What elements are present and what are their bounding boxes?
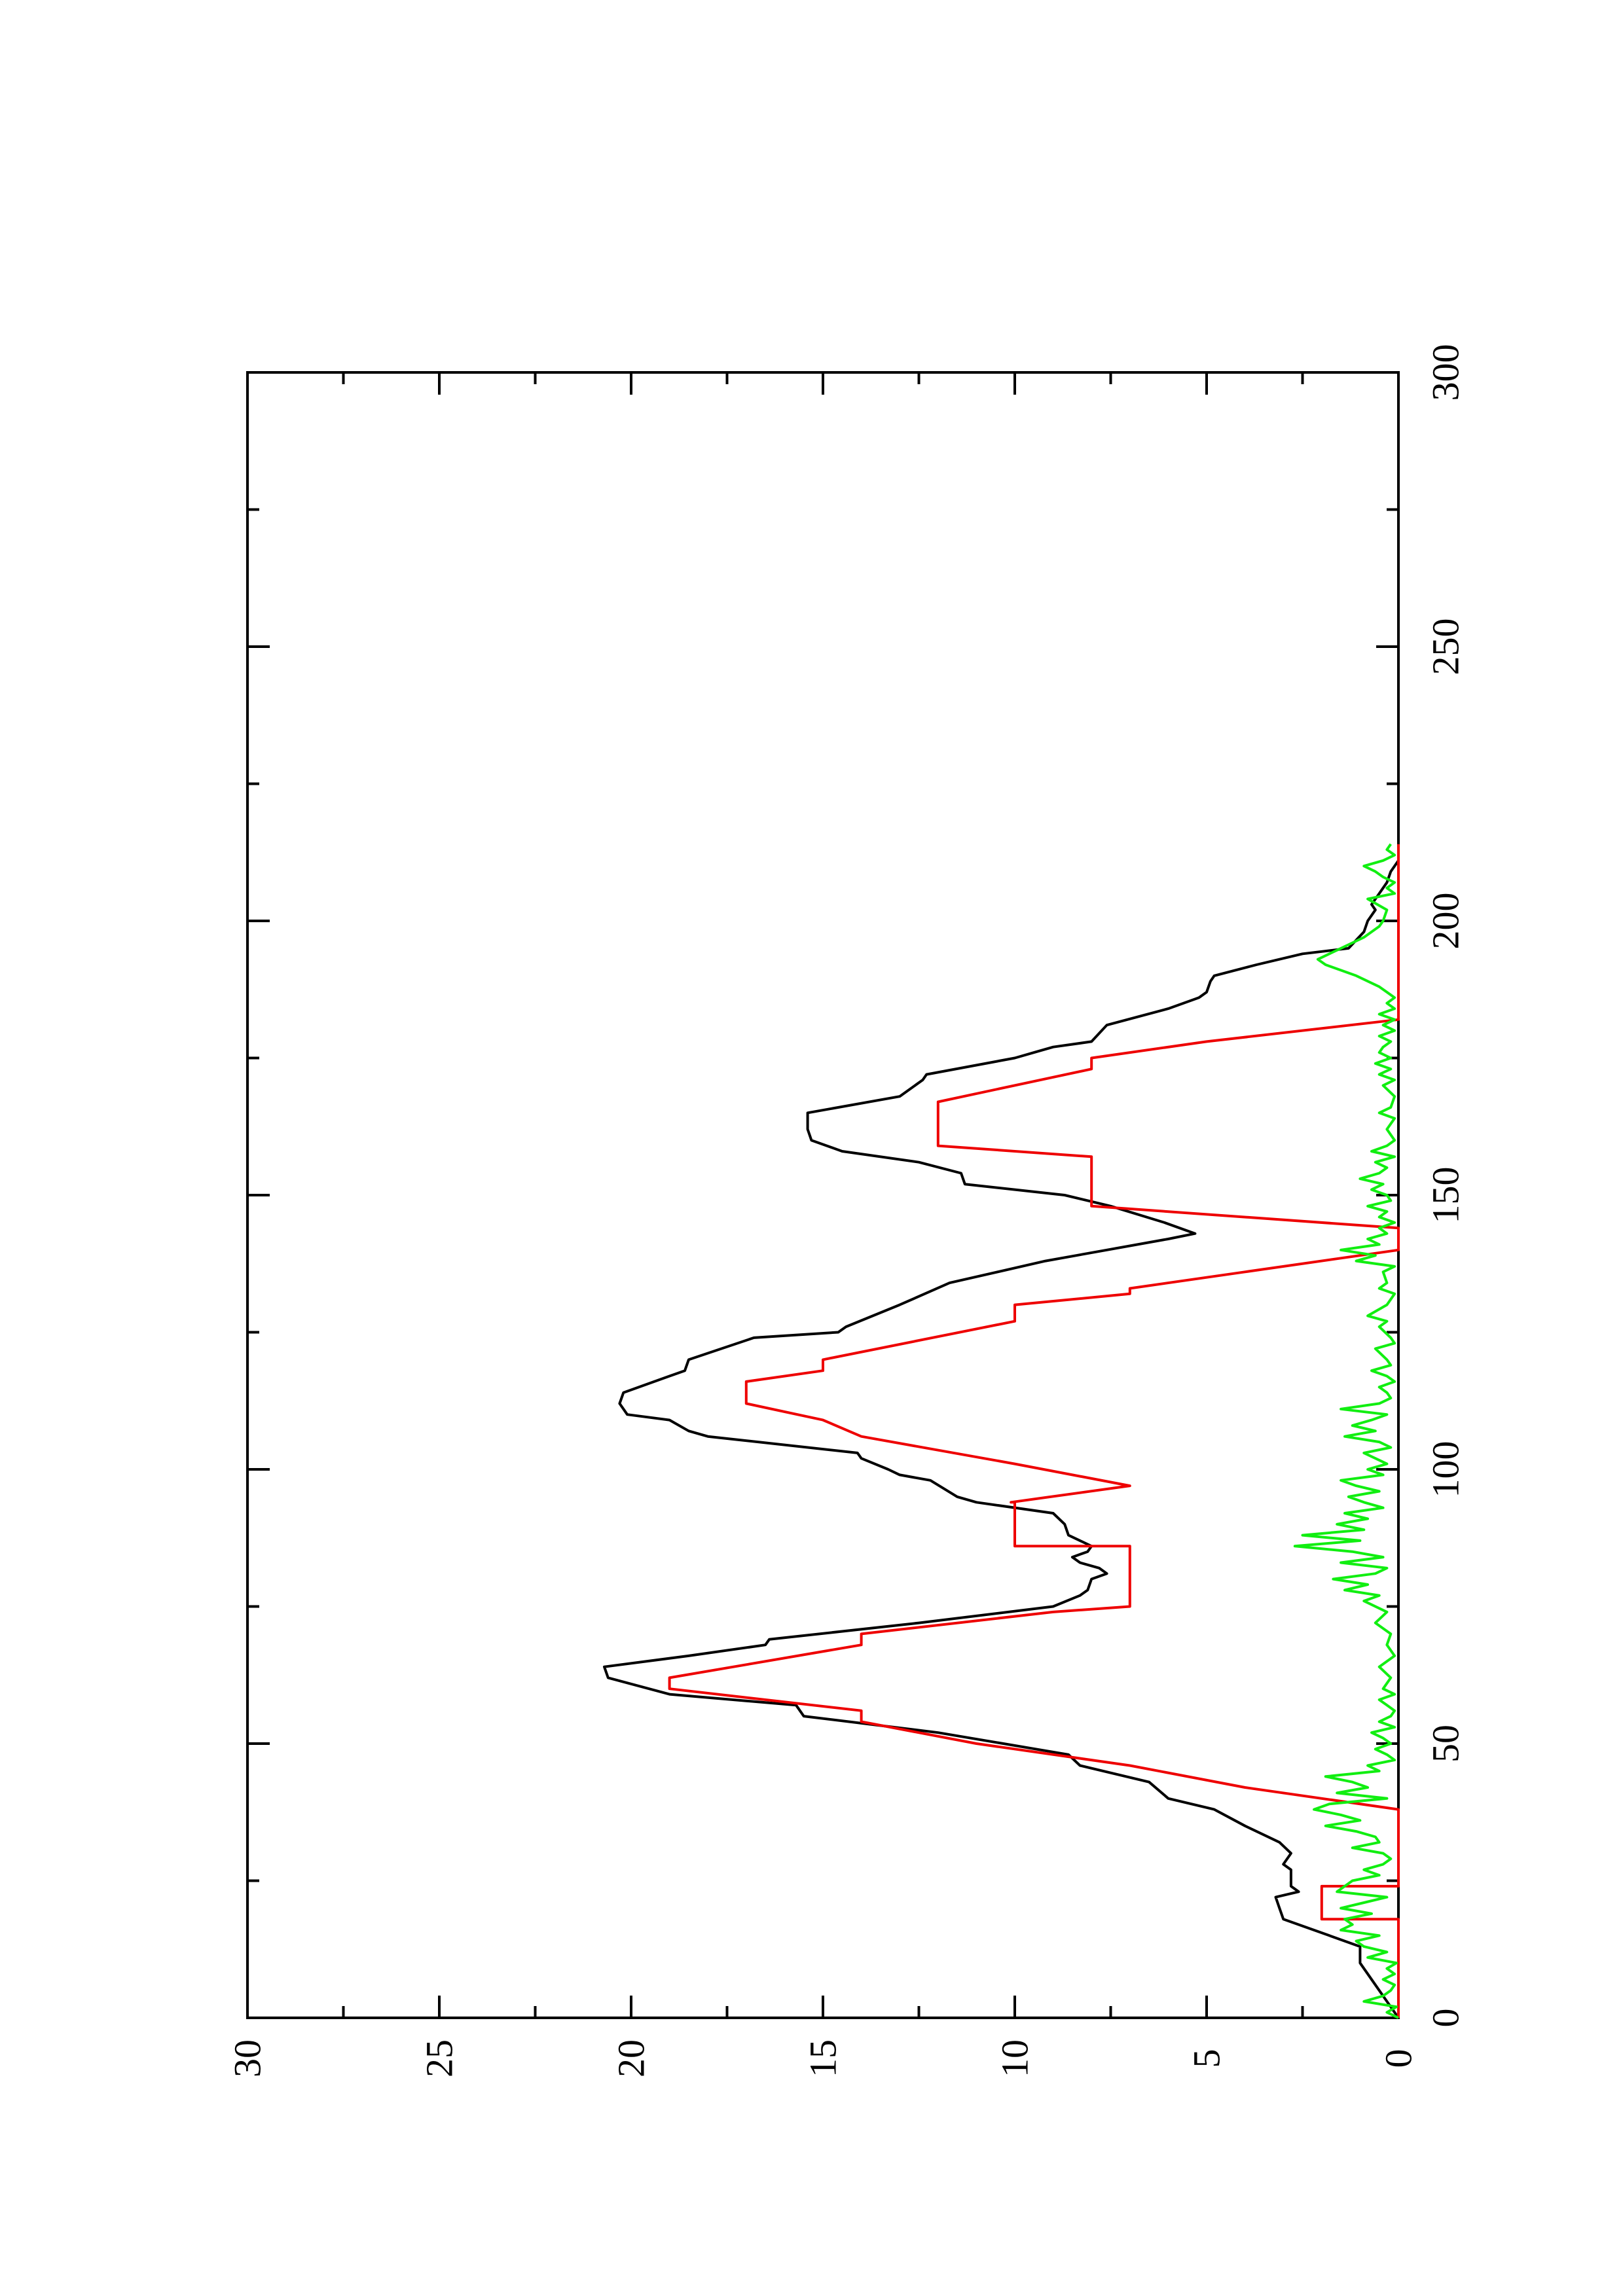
x-tick-label: 150 — [1425, 1167, 1467, 1224]
y-tick-label: 5 — [1186, 2049, 1228, 2068]
series-line-1 — [603, 859, 1400, 2019]
y-tick-label: 10 — [994, 2039, 1036, 2077]
x-tick-label: 0 — [1425, 2009, 1467, 2028]
series-lines — [603, 843, 1400, 2019]
x-tick-labels: 0 50 100 150 200 250 300 — [1425, 344, 1467, 2028]
plot-frame — [246, 371, 1400, 2019]
plot-area — [246, 371, 1400, 2019]
y-tick-label: 15 — [802, 2039, 845, 2077]
series-line-3 — [1293, 843, 1399, 2019]
series-line-2 — [668, 844, 1400, 2018]
y-tick-label: 25 — [418, 2039, 461, 2077]
y-tick-labels: 0 5 10 15 20 25 30 — [227, 2039, 1420, 2077]
x-tick-label: 200 — [1425, 893, 1467, 950]
x-tick-label: 250 — [1425, 619, 1467, 675]
x-tick-label: 50 — [1425, 1725, 1467, 1763]
y-tick-label: 0 — [1377, 2049, 1420, 2068]
y-tick-label: 30 — [227, 2039, 269, 2077]
axis-ticks — [246, 371, 1400, 2019]
x-tick-label: 300 — [1425, 344, 1467, 401]
y-tick-label: 20 — [610, 2039, 653, 2077]
x-tick-label: 100 — [1425, 1441, 1467, 1498]
